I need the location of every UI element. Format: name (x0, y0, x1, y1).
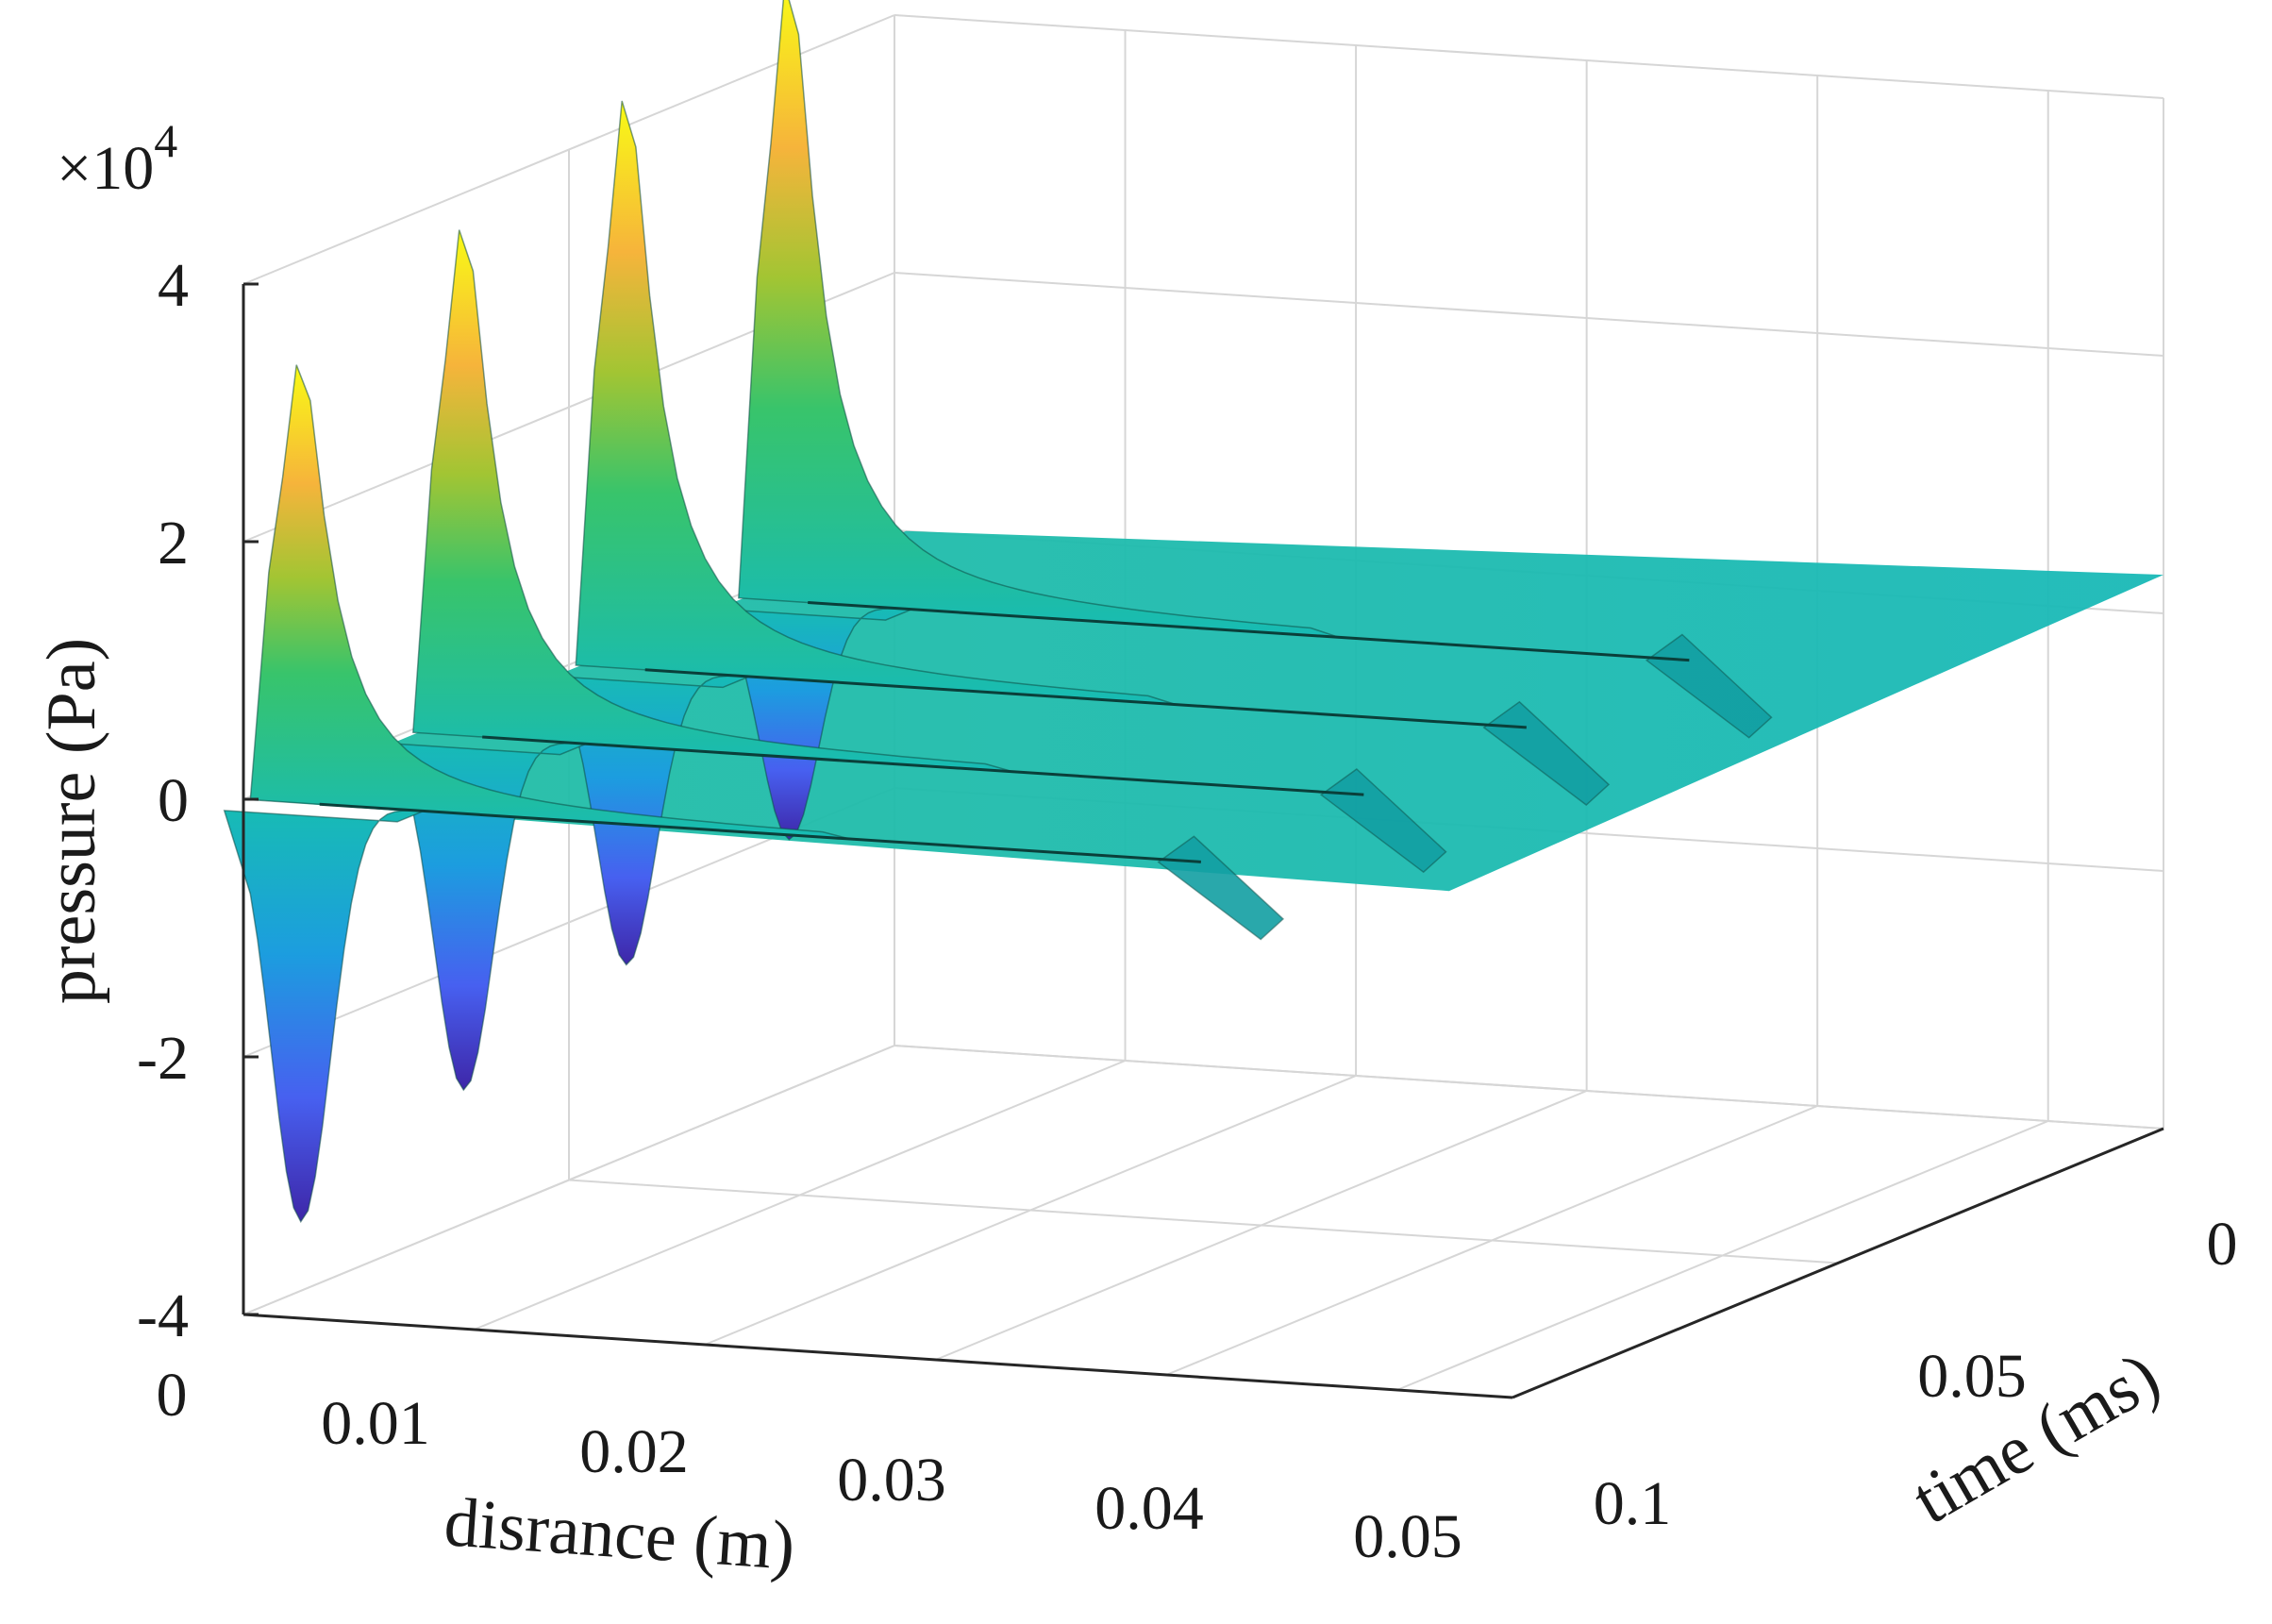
z-tick-neg2: -2 (137, 1024, 189, 1093)
x-tick-0.04: 0.04 (1094, 1474, 1204, 1543)
x-tick-0.03: 0.03 (837, 1446, 946, 1515)
z-tick-neg4: -4 (137, 1281, 189, 1350)
z-exponent-label: ×104 (57, 114, 177, 203)
y-tick-0: 0 (2207, 1210, 2238, 1279)
y-axis-line (1512, 1127, 2164, 1399)
surface-crease-t0.05 (644, 668, 1527, 729)
z-tick-0: 0 (158, 766, 189, 835)
surface-peak-t0.025 (738, 0, 1339, 639)
surface-layer (223, 0, 2164, 1224)
x-tick-0.01: 0.01 (321, 1389, 430, 1458)
z-tick-4: 4 (158, 251, 189, 320)
z-exponent-base: ×10 (57, 134, 154, 203)
grid-back-z (894, 272, 2164, 357)
x-axis-label: disrance (m) (442, 1483, 797, 1585)
surface-crease-t0.1 (319, 802, 1201, 863)
x-tick-0.05: 0.05 (1353, 1502, 1462, 1571)
surface-trough-t0.1 (223, 810, 424, 1224)
grid-floor-t (568, 1179, 1839, 1264)
grid-floor-t (894, 1045, 2164, 1130)
surface-crease-t0.025 (808, 601, 1690, 662)
x-tick-labels: 0 0.01 0.02 0.03 0.04 0.05 (157, 1361, 1462, 1571)
surface-crease-t0.075 (482, 735, 1364, 796)
z-tick-labels: 4 2 0 -2 -4 (137, 251, 189, 1350)
y-tick-0.05: 0.05 (1917, 1342, 2027, 1411)
axes-layer (242, 282, 2164, 1399)
x-tick-0.02: 0.02 (579, 1417, 689, 1486)
svg-text:×104: ×104 (57, 114, 177, 203)
z-exponent-power: 4 (154, 114, 177, 167)
y-tick-labels: 0 0.05 0.1 (1594, 1210, 2238, 1538)
grid-back-z (894, 14, 2164, 99)
x-axis-line (242, 1313, 1513, 1399)
z-axis-label: pressure (Pa) (33, 638, 110, 1004)
surface-peak-t0.05 (575, 100, 1177, 706)
x-tick-0: 0 (157, 1361, 188, 1430)
z-tick-2: 2 (158, 509, 189, 578)
surface-peak-t0.1 (249, 364, 851, 840)
y-tick-0.1: 0.1 (1594, 1469, 1672, 1538)
surface-peak-t0.075 (411, 229, 1013, 773)
